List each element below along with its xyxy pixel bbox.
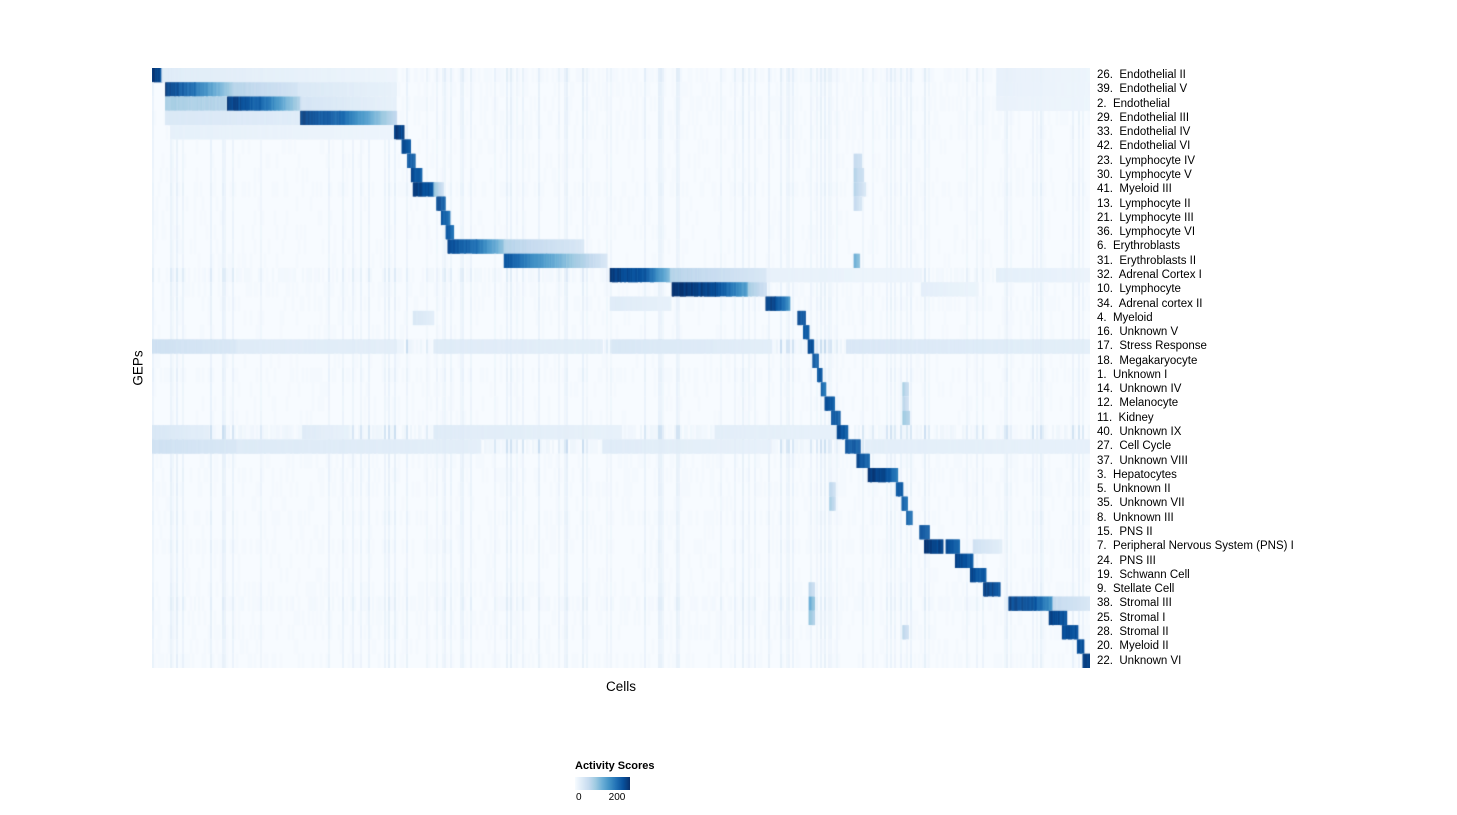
row-label: 7. Peripheral Nervous System (PNS) I (1097, 540, 1294, 553)
row-label: 16. Unknown V (1097, 326, 1179, 339)
heatmap-canvas (152, 68, 1090, 668)
colorbar-tick-max: 200 (608, 792, 626, 803)
row-label: 21. Lymphocyte III (1097, 211, 1194, 224)
row-label: 10. Lymphocyte (1097, 283, 1181, 296)
row-label: 8. Unknown III (1097, 511, 1174, 524)
row-label: 14. Unknown IV (1097, 383, 1182, 396)
row-label: 31. Erythroblasts II (1097, 254, 1197, 267)
row-label: 27. Cell Cycle (1097, 440, 1172, 453)
row-label: 29. Endothelial III (1097, 111, 1190, 124)
row-label: 37. Unknown VIII (1097, 454, 1188, 467)
row-label: 9. Stellate Cell (1097, 583, 1175, 596)
row-label: 17. Stress Response (1097, 340, 1207, 353)
row-label: 20. Myeloid II (1097, 640, 1169, 653)
row-label: 26. Endothelial II (1097, 69, 1186, 81)
row-label: 30. Lymphocyte V (1097, 168, 1192, 181)
colorbar-legend: Activity Scores 0 200 (575, 760, 695, 804)
colorbar-gradient (575, 777, 630, 790)
row-label: 34. Adrenal cortex II (1097, 297, 1203, 310)
row-label: 15. PNS II (1097, 526, 1153, 538)
row-labels: 26. Endothelial II 39. Endothelial V 2. En… (1097, 68, 1294, 668)
row-label: 32. Adrenal Cortex I (1097, 268, 1202, 281)
x-axis-label: Cells (605, 679, 637, 694)
colorbar-ticks: 0 200 (575, 792, 630, 804)
colorbar-tick-min: 0 (576, 792, 582, 803)
row-label: 4. Myeloid (1097, 311, 1153, 324)
row-label: 38. Stromal III (1097, 597, 1172, 610)
row-label: 13. Lymphocyte II (1097, 197, 1191, 210)
row-label: 39. Endothelial V (1097, 83, 1188, 96)
row-label: 12. Melanocyte (1097, 397, 1179, 410)
row-label: 18. Megakaryocyte (1097, 354, 1198, 367)
row-label: 23. Lymphocyte IV (1097, 154, 1196, 167)
row-label: 22. Unknown VI (1097, 654, 1182, 667)
row-label: 3. Hepatocytes (1097, 468, 1177, 481)
row-label: 2. Endothelial (1097, 97, 1170, 110)
row-label: 28. Stromal II (1097, 625, 1169, 638)
row-label: 6. Erythroblasts (1097, 240, 1181, 253)
colorbar-title: Activity Scores (575, 760, 655, 772)
y-axis-label: GEPs (130, 350, 146, 386)
row-label: 36. Lymphocyte VI (1097, 226, 1196, 239)
row-label: 19. Schwann Cell (1097, 568, 1190, 581)
row-label: 1. Unknown I (1097, 368, 1168, 381)
row-label: 25. Stromal I (1097, 611, 1166, 624)
row-label: 5. Unknown II (1097, 483, 1171, 496)
row-label: 42. Endothelial VI (1097, 140, 1191, 153)
row-label: 11. Kidney (1097, 411, 1154, 424)
row-label: 41. Myeloid III (1097, 183, 1172, 196)
row-label: 24. PNS III (1097, 554, 1156, 567)
row-label: 33. Endothelial IV (1097, 126, 1191, 139)
row-label: 35. Unknown VII (1097, 497, 1185, 510)
row-label: 40. Unknown IX (1097, 426, 1182, 439)
